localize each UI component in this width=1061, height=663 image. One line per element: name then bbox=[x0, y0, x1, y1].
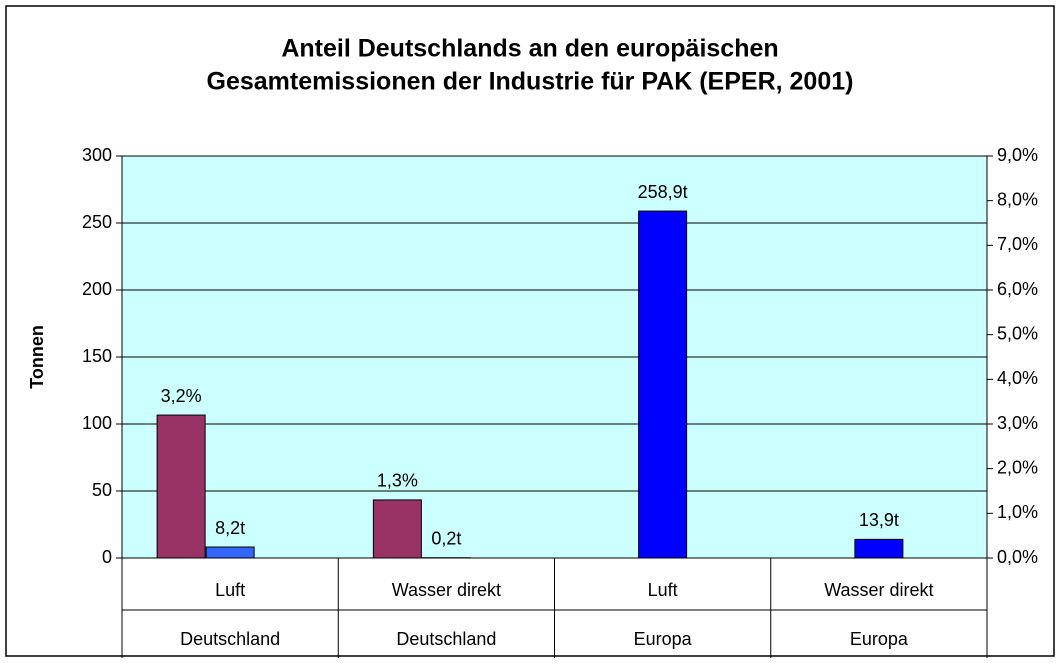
y2-tick-label: 9,0% bbox=[997, 145, 1038, 165]
data-label: 258,9t bbox=[638, 182, 688, 202]
y2-tick-label: 7,0% bbox=[997, 234, 1038, 254]
x-tick-label: Wasser direkt bbox=[824, 580, 933, 600]
bar bbox=[638, 210, 688, 559]
chart-title: Anteil Deutschlands an den europäischen bbox=[281, 35, 778, 63]
y-tick-label: 50 bbox=[92, 480, 112, 500]
y2-tick-label: 4,0% bbox=[997, 368, 1038, 388]
y-tick-label: 100 bbox=[82, 413, 112, 433]
y2-tick-label: 6,0% bbox=[997, 279, 1038, 299]
y-axis-label: Tonnen bbox=[27, 325, 47, 389]
bar bbox=[854, 538, 904, 559]
x-group-label: Deutschland bbox=[396, 629, 496, 649]
data-label: 3,2% bbox=[161, 386, 202, 406]
x-tick-label: Wasser direkt bbox=[392, 580, 501, 600]
y2-tick-label: 2,0% bbox=[997, 457, 1038, 477]
y2-tick-label: 5,0% bbox=[997, 323, 1038, 343]
data-label: 1,3% bbox=[377, 471, 418, 491]
chart-title: Gesamtemissionen der Industrie für PAK (… bbox=[207, 68, 854, 96]
x-group-label: Europa bbox=[634, 629, 693, 649]
y-tick-label: 300 bbox=[82, 145, 112, 165]
data-label: 13,9t bbox=[859, 510, 899, 530]
data-label: 8,2t bbox=[215, 518, 245, 538]
x-tick-label: Luft bbox=[648, 580, 678, 600]
y2-tick-label: 8,0% bbox=[997, 189, 1038, 209]
y-tick-label: 0 bbox=[102, 547, 112, 567]
y-tick-label: 200 bbox=[82, 279, 112, 299]
y-tick-label: 250 bbox=[82, 212, 112, 232]
x-group-label: Europa bbox=[850, 629, 909, 649]
bar bbox=[372, 499, 422, 559]
bar bbox=[205, 546, 255, 559]
x-tick-label: Luft bbox=[215, 580, 245, 600]
y2-tick-label: 3,0% bbox=[997, 413, 1038, 433]
x-group-label: Deutschland bbox=[180, 629, 280, 649]
y-tick-label: 150 bbox=[82, 346, 112, 366]
y2-tick-label: 1,0% bbox=[997, 502, 1038, 522]
y2-tick-label: 0,0% bbox=[997, 547, 1038, 567]
data-label: 0,2t bbox=[431, 528, 461, 548]
bar bbox=[156, 414, 206, 559]
